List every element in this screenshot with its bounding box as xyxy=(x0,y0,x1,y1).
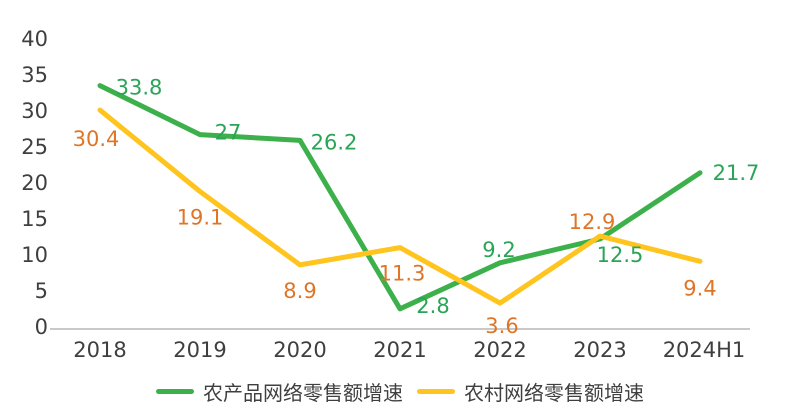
legend-label-agri-products: 农产品网络零售额增速 xyxy=(203,381,403,405)
legend-label-rural: 农村网络零售额增速 xyxy=(464,381,644,405)
y-axis-label: 10 xyxy=(21,243,48,267)
series-line-1 xyxy=(97,107,703,306)
data-label-series-0: 26.2 xyxy=(311,130,358,154)
y-axis-label: 40 xyxy=(21,27,48,51)
data-label-series-0: 33.8 xyxy=(116,76,163,100)
data-label-series-0: 2.8 xyxy=(416,294,449,318)
legend: 农产品网络零售额增速 农村网络零售额增速 xyxy=(0,377,800,406)
data-label-series-0: 9.2 xyxy=(482,238,515,262)
legend-swatch-green xyxy=(156,389,194,394)
legend-item-agri-products: 农产品网络零售额增速 xyxy=(156,377,403,406)
x-axis-label: 2020 xyxy=(273,338,326,362)
data-label-series-0: 21.7 xyxy=(713,161,760,185)
data-label-series-1: 19.1 xyxy=(177,205,224,229)
legend-swatch-yellow xyxy=(417,389,455,394)
x-axis-label: 2022 xyxy=(473,338,526,362)
data-label-series-1: 11.3 xyxy=(379,262,426,286)
data-label-series-0: 12.5 xyxy=(597,243,644,267)
x-axis-label: 2019 xyxy=(173,338,226,362)
data-label-series-1: 12.9 xyxy=(569,210,616,234)
y-axis-label: 30 xyxy=(21,99,48,123)
y-axis-label: 15 xyxy=(21,207,48,231)
x-axis-label: 2024H1 xyxy=(663,338,746,362)
x-axis-label: 2018 xyxy=(73,338,126,362)
x-axis-label: 2023 xyxy=(573,338,626,362)
legend-item-rural: 农村网络零售额增速 xyxy=(417,377,644,406)
data-label-series-1: 8.9 xyxy=(283,279,316,303)
data-label-series-1: 30.4 xyxy=(73,127,120,151)
y-axis-label: 20 xyxy=(21,171,48,195)
y-axis-label: 35 xyxy=(21,63,48,87)
y-axis-label: 5 xyxy=(35,279,48,303)
data-label-series-1: 9.4 xyxy=(683,276,716,300)
data-label-series-1: 3.6 xyxy=(485,314,518,338)
data-label-series-0: 27 xyxy=(215,121,242,145)
y-axis-label: 25 xyxy=(21,135,48,159)
x-axis-label: 2021 xyxy=(373,338,426,362)
y-axis-label: 0 xyxy=(35,315,48,339)
